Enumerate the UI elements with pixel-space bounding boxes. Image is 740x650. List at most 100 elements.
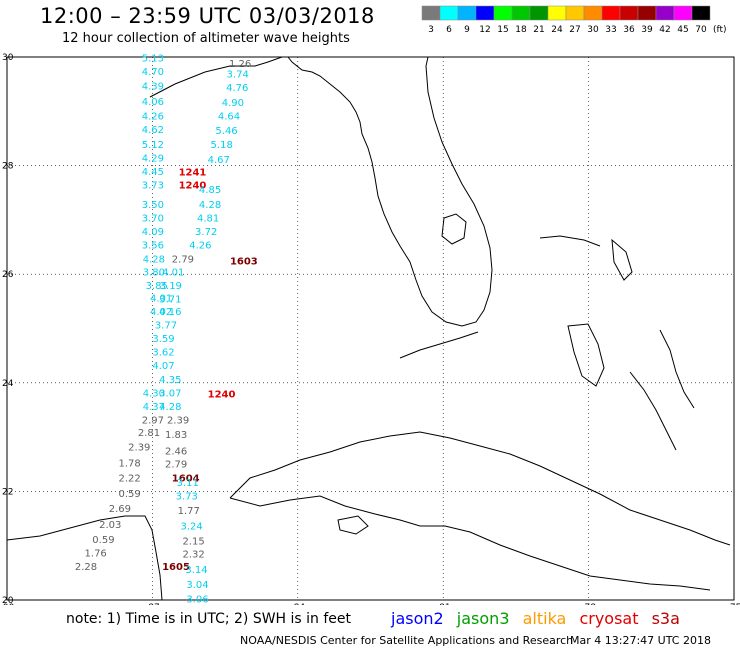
lake-okeechobee <box>441 213 467 245</box>
bahamas-eleuthera <box>659 329 695 409</box>
wave-height-label: 4.01 <box>150 293 172 304</box>
wave-height-label: 3.07 <box>159 388 181 399</box>
lon-tick-label: -84 <box>290 603 305 605</box>
wave-height-label: 4.01 <box>162 267 184 278</box>
satellite-legend: jason2 jason3 altika cryosat s3a <box>391 609 688 628</box>
pass-time-label: 1605 <box>162 562 190 573</box>
scale-label: 21 <box>533 25 544 35</box>
wave-height-label: 1.83 <box>165 430 187 441</box>
wave-height-label: 4.62 <box>142 125 164 136</box>
wave-height-label: 2.79 <box>172 254 194 265</box>
wave-height-label: 2.32 <box>182 550 204 561</box>
lat-tick-label: 28 <box>2 162 14 172</box>
wave-height-label: 4.09 <box>142 227 164 238</box>
scale-label: 15 <box>497 25 508 35</box>
wave-height-label: 4.85 <box>199 185 221 196</box>
scale-label: 30 <box>587 25 599 35</box>
lat-tick-label: 30 <box>2 53 14 63</box>
pass-time-label: 1241 <box>179 167 207 178</box>
wave-height-label: 3.04 <box>186 580 208 591</box>
lon-tick-label: -75 <box>727 603 740 605</box>
scale-label: 27 <box>569 25 580 35</box>
wave-height-label: 3.80 <box>143 267 165 278</box>
wave-height-label: 4.35 <box>159 375 181 386</box>
wave-height-label: 2.81 <box>138 428 160 439</box>
pass-time-label: 1240 <box>179 180 207 191</box>
satellite-cryosat: cryosat <box>579 609 639 628</box>
wave-height-label: 5.12 <box>142 140 164 151</box>
scale-label: 45 <box>677 25 688 35</box>
bahamas-exuma <box>629 371 677 451</box>
cuba-north <box>229 431 731 546</box>
wave-height-label: 3.50 <box>142 200 164 211</box>
pass-time-label: 1604 <box>172 474 200 485</box>
wave-height-label: 4.45 <box>142 167 164 178</box>
scale-label: 18 <box>515 25 527 35</box>
pass-time-label: 1240 <box>208 389 236 400</box>
wave-height-label: 4.70 <box>142 67 164 78</box>
wave-height-label: 2.46 <box>165 446 187 457</box>
wave-height-label: 4.39 <box>142 82 164 93</box>
wave-height-label: 4.28 <box>199 200 221 211</box>
scale-label: 9 <box>464 25 470 35</box>
wave-height-labels: 5.13 1.26 4.70 3.74 4.39 4.76 4.06 4.90 4.26 4.64… <box>75 53 258 605</box>
wave-height-color-scale: 3 6 9 12 15 18 21 24 27 30 33 36 39 42 45 70 (ft) <box>421 5 727 35</box>
wave-height-label: 1.26 <box>229 59 251 70</box>
wave-height-label: 0.59 <box>92 535 114 546</box>
credit-line: NOAA/NESDIS Center for Satellite Applica… <box>240 634 574 647</box>
wave-height-label: 3.56 <box>142 241 164 252</box>
lon-tick-label: -81 <box>436 603 451 605</box>
satellite-altika: altika <box>522 609 567 628</box>
wave-height-label: 4.67 <box>208 155 230 166</box>
scale-swatch <box>691 5 711 21</box>
scale-label: 70 <box>695 25 707 35</box>
scale-label: 42 <box>659 25 670 35</box>
wave-height-label: 1.78 <box>118 458 140 469</box>
wave-height-label: 3.85 <box>146 281 168 292</box>
wave-height-label: 2.79 <box>165 460 187 471</box>
cuba-south <box>229 495 711 591</box>
wave-height-label: 3.24 <box>181 521 203 532</box>
scale-label: 24 <box>551 25 563 35</box>
bahamas-abaco <box>611 238 633 281</box>
wave-height-label: 4.81 <box>197 214 219 225</box>
wave-height-label: 2.39 <box>167 416 189 427</box>
wave-height-label: 2.28 <box>75 562 97 573</box>
generation-timestamp: Mar 4 13:27:47 UTC 2018 <box>570 634 711 647</box>
wave-height-label: 3.11 <box>177 478 199 489</box>
wave-height-label: 4.07 <box>152 361 174 372</box>
wave-height-label: 4.37 <box>143 402 165 413</box>
wave-height-label: 4.64 <box>218 111 240 122</box>
wave-height-label: 3.70 <box>142 214 164 225</box>
isla-de-la-juventud <box>337 515 369 535</box>
wave-height-label: 3.19 <box>160 281 182 292</box>
coastlines <box>6 56 731 601</box>
wave-height-label: 2.15 <box>182 537 204 548</box>
wave-height-map[interactable]: -90 -87 -84 -81 -78 -75 30 28 26 24 22 20 5.13 1.26 4… <box>0 0 740 605</box>
wave-height-label: 3.72 <box>195 227 217 238</box>
scale-label: 36 <box>623 25 635 35</box>
wave-height-label: 4.28 <box>143 254 165 265</box>
wave-height-label: 4.16 <box>159 307 181 318</box>
map-frame <box>6 56 735 601</box>
graticule <box>6 56 735 601</box>
wave-height-label: 4.30 <box>143 388 165 399</box>
satellite-s3a: s3a <box>651 609 680 628</box>
wave-height-label: 3.14 <box>185 565 207 576</box>
map-subtitle: 12 hour collection of altimeter wave hei… <box>62 31 350 46</box>
wave-height-label: 4.90 <box>222 98 244 109</box>
wave-height-label: 4.76 <box>226 83 248 94</box>
wave-height-label: 3.06 <box>186 595 208 605</box>
yucatan <box>6 515 163 601</box>
lon-tick-label: -78 <box>581 603 596 605</box>
wave-height-label: 2.69 <box>109 504 131 515</box>
wave-height-label: 3.77 <box>155 321 177 332</box>
wave-height-label: 1.77 <box>178 506 200 517</box>
scale-label: 3 <box>428 25 434 35</box>
wave-height-label: 2.22 <box>118 474 140 485</box>
scale-unit: (ft) <box>713 25 727 35</box>
wave-height-label: 3.71 <box>159 294 181 305</box>
scale-label: 39 <box>641 25 653 35</box>
wave-height-label: 4.29 <box>142 153 164 164</box>
map-title: 12:00 – 23:59 UTC 03/03/2018 <box>40 4 375 28</box>
